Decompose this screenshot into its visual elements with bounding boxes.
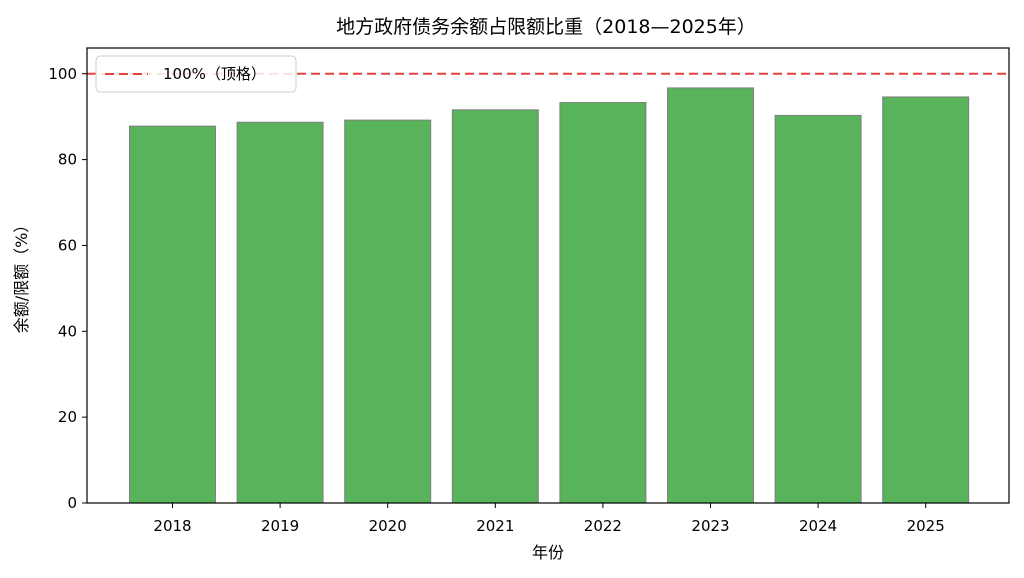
x-tick-label: 2025 [907, 517, 945, 535]
x-tick-label: 2021 [476, 517, 514, 535]
y-tick-label: 20 [58, 408, 77, 426]
bar-2022 [559, 102, 647, 504]
y-tick-label: 80 [58, 151, 77, 169]
y-tick-label: 0 [67, 494, 77, 512]
y-tick-label: 60 [58, 236, 77, 254]
legend-label: 100%（顶格） [163, 65, 266, 83]
bar-2020 [344, 119, 432, 504]
y-tick-label: 100 [48, 65, 77, 83]
bar-2024 [774, 114, 862, 504]
legend-box [95, 55, 297, 93]
y-axis-title: 余额/限额（%） [12, 217, 31, 334]
x-tick-label: 2022 [584, 517, 622, 535]
plot-frame [86, 47, 1010, 504]
x-axis-ticks: 2018 2019 2020 2021 2022 2023 2024 2025 [153, 503, 945, 535]
bar-2025 [882, 96, 970, 504]
x-tick-label: 2024 [799, 517, 837, 535]
x-tick-label: 2019 [261, 517, 299, 535]
x-tick-label: 2020 [369, 517, 407, 535]
y-axis-ticks: 0 20 40 60 80 100 [48, 65, 87, 512]
y-tick-label: 40 [58, 322, 77, 340]
x-axis-title: 年份 [532, 543, 564, 562]
bar-2023 [667, 87, 754, 504]
bar-2021 [451, 109, 539, 504]
x-tick-label: 2018 [153, 517, 191, 535]
chart-title: 地方政府债务余额占限额比重（2018—2025年） [336, 16, 756, 38]
legend: 100%（顶格） [95, 55, 297, 93]
bar-2019 [236, 121, 324, 504]
x-tick-label: 2023 [691, 517, 729, 535]
bars-group [129, 87, 970, 504]
bar-2018 [129, 125, 216, 504]
